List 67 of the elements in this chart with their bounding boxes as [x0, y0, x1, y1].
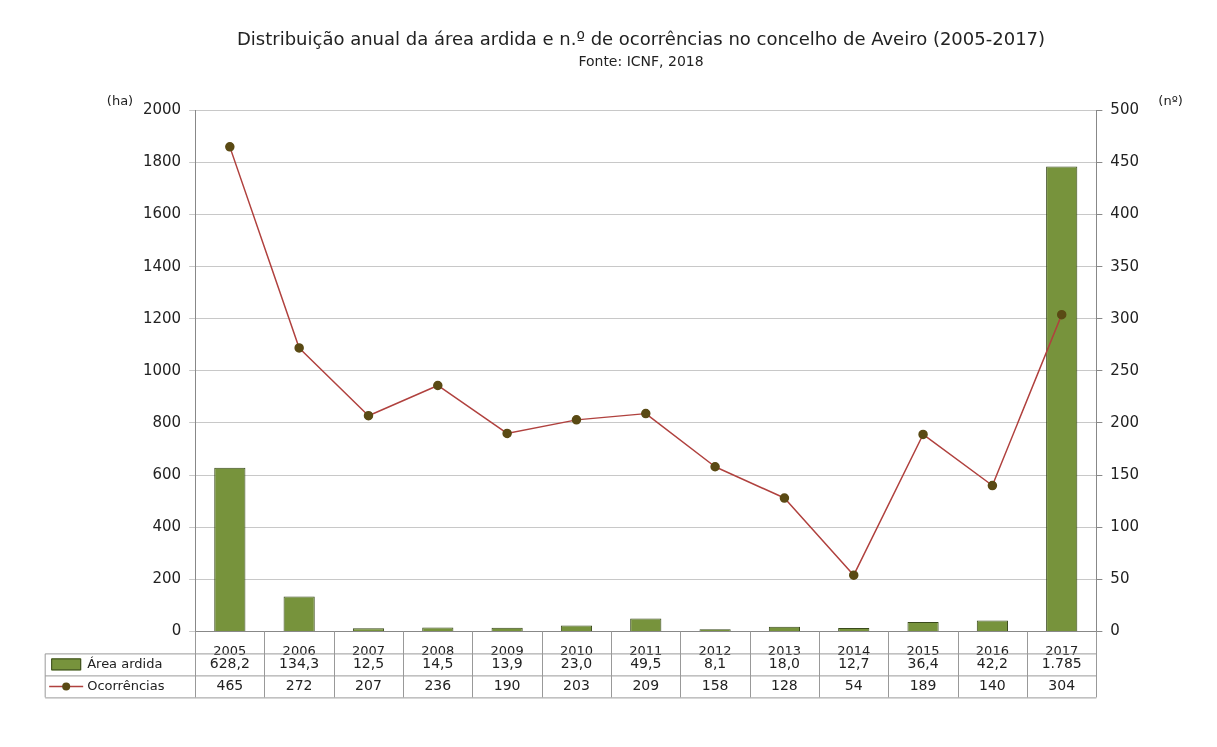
data-label: 304 [1048, 677, 1076, 694]
data-label: 209 [632, 677, 660, 694]
y2-tick-label: 300 [1110, 308, 1140, 327]
y-tick-label: 1400 [142, 256, 182, 275]
legend-label: Ocorrências [87, 677, 165, 693]
y2-axis-title: (nº) [1158, 93, 1183, 109]
data-label: 628,2 [209, 655, 250, 672]
data-label: 8,1 [703, 655, 727, 672]
x-tick-label: 2013 [767, 642, 801, 658]
y-tick-label: 1800 [142, 152, 182, 171]
y2-tick-label: 0 [1110, 621, 1120, 640]
y2-tick-label: 350 [1110, 256, 1140, 275]
y-tick-label: 1600 [142, 204, 182, 223]
y-tick-label: 200 [152, 569, 182, 588]
data-label: 49,5 [630, 655, 662, 672]
x-tick-label: 2010 [559, 642, 593, 658]
x-tick-label: 2006 [282, 642, 316, 658]
data-label: 54 [844, 677, 863, 694]
x-tick-label: 2012 [698, 642, 732, 658]
y2-tick-label: 450 [1110, 152, 1140, 171]
data-label: 1.785 [1041, 655, 1082, 672]
y-tick-label: 1000 [142, 360, 182, 379]
data-label: 14,5 [422, 655, 454, 672]
data-label: 190 [493, 677, 521, 694]
data-label: 18,0 [768, 655, 800, 672]
data-label: 23,0 [560, 655, 593, 672]
y2-tick-label: 500 [1110, 100, 1140, 119]
chart-title: Distribuição anual da área ardida e n.º de ocorrências no concelho de Aveiro (2005-2017) [236, 28, 1046, 50]
y-tick-label: 0 [171, 621, 182, 640]
data-label: 12,7 [838, 655, 870, 672]
data-label: 13,9 [491, 655, 523, 672]
data-label: 272 [285, 677, 313, 694]
data-label: 236 [424, 677, 452, 694]
data-label: 42,2 [976, 655, 1008, 672]
data-label: 207 [355, 677, 382, 694]
y2-tick-label: 50 [1110, 569, 1130, 588]
y2-tick-label: 400 [1110, 204, 1140, 223]
x-tick-label: 2008 [421, 642, 455, 658]
data-label: 189 [909, 677, 937, 694]
data-label: 128 [771, 677, 798, 694]
data-label: 36,4 [907, 655, 939, 672]
x-tick-label: 2015 [906, 642, 940, 658]
y-tick-label: 2000 [142, 100, 182, 119]
x-tick-label: 2014 [837, 642, 871, 658]
y-tick-label: 600 [152, 464, 182, 483]
data-label: 140 [979, 677, 1006, 694]
y-tick-label: 400 [152, 517, 182, 536]
y2-tick-label: 200 [1110, 412, 1140, 431]
chart-subtitle: Fonte: ICNF, 2018 [578, 52, 704, 69]
y-tick-label: 800 [152, 412, 182, 431]
x-tick-label: 2016 [975, 642, 1009, 658]
x-tick-label: 2005 [213, 642, 247, 658]
legend-label: Área ardida [87, 655, 163, 671]
y-tick-label: 1200 [142, 308, 182, 327]
y2-tick-label: 150 [1110, 464, 1140, 483]
data-label: 158 [701, 677, 729, 694]
x-tick-label: 2011 [629, 642, 663, 658]
y-axis-title: (ha) [106, 93, 134, 109]
data-label: 203 [563, 677, 590, 694]
x-tick-label: 2007 [351, 642, 386, 658]
data-label: 12,5 [352, 655, 385, 672]
x-tick-label: 2009 [490, 642, 524, 658]
x-tick-label: 2017 [1045, 642, 1079, 658]
y2-tick-label: 100 [1110, 517, 1140, 536]
data-label: 134,3 [279, 655, 320, 672]
y2-tick-label: 250 [1110, 360, 1140, 379]
data-label: 465 [216, 677, 244, 694]
